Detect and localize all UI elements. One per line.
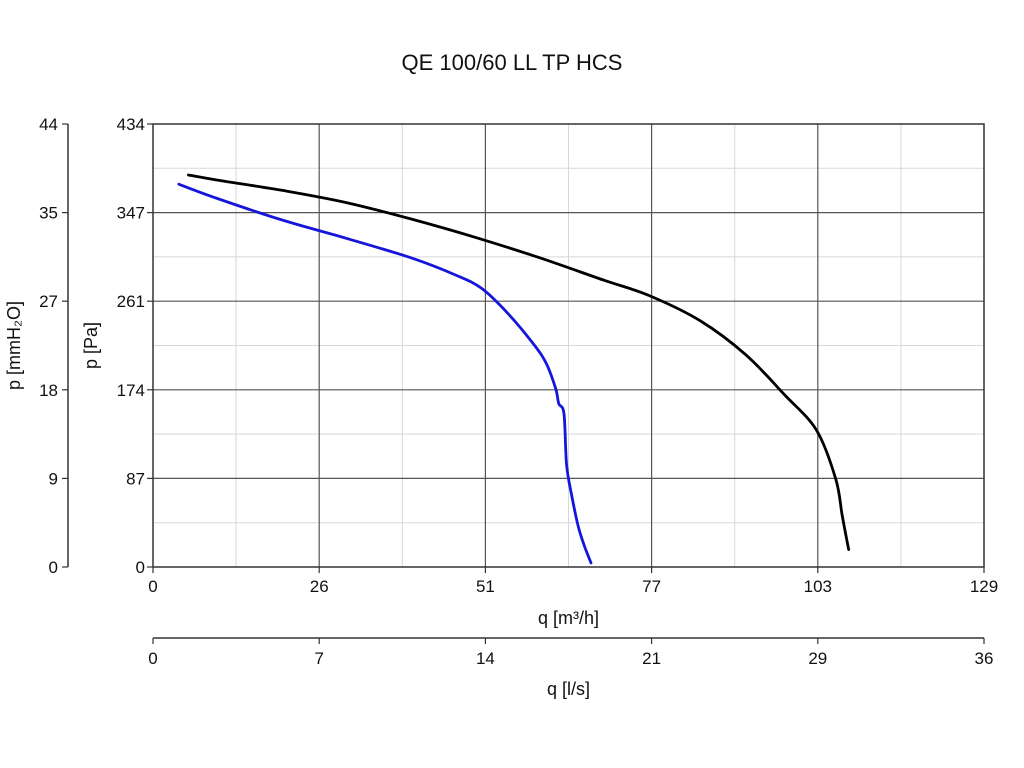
chart-title: QE 100/60 LL TP HCS: [401, 50, 623, 75]
x-tick-label: 77: [642, 577, 661, 596]
secondary-y-tick-label: 0: [49, 558, 58, 577]
secondary-y-axis-label: p [mmH₂O]: [4, 301, 24, 390]
secondary-y-tick-label: 27: [39, 292, 58, 311]
y-tick-label: 174: [117, 381, 145, 400]
y-tick-label: 434: [117, 115, 145, 134]
secondary-x-tick-label: 7: [314, 649, 323, 668]
x-tick-label: 51: [476, 577, 495, 596]
plot-frame: [152, 123, 985, 568]
secondary-y-tick-label: 35: [39, 204, 58, 223]
x-tick-label: 0: [148, 577, 157, 596]
x-axis-label: q [m³/h]: [538, 608, 599, 628]
y-tick-label: 261: [117, 292, 145, 311]
series-line-1: [187, 173, 851, 551]
y-axis-label: p [Pa]: [81, 322, 101, 369]
secondary-x-tick-label: 14: [476, 649, 495, 668]
secondary-y-tick-label: 18: [39, 381, 58, 400]
secondary-y-tick-label: 9: [49, 469, 58, 488]
secondary-x-tick-label: 29: [808, 649, 827, 668]
y-tick-label: 87: [126, 469, 145, 488]
secondary-x-axis-label: q [l/s]: [547, 679, 590, 699]
x-tick-label: 26: [310, 577, 329, 596]
secondary-y-tick-label: 44: [39, 115, 58, 134]
x-tick-label: 103: [804, 577, 832, 596]
x-tick-label: 129: [970, 577, 998, 596]
secondary-x-tick-label: 36: [975, 649, 994, 668]
y-tick-label: 347: [117, 204, 145, 223]
y-tick-label: 0: [136, 558, 145, 577]
secondary-x-tick-label: 21: [642, 649, 661, 668]
series-line-2: [177, 182, 593, 565]
secondary-x-tick-label: 0: [148, 649, 157, 668]
